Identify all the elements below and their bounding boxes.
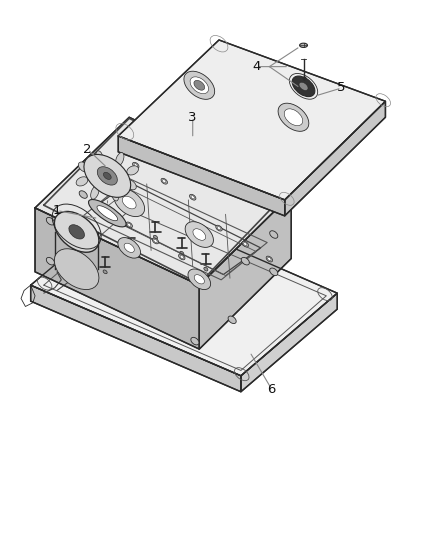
Polygon shape xyxy=(31,203,337,376)
Ellipse shape xyxy=(133,163,139,168)
Ellipse shape xyxy=(266,256,272,262)
Ellipse shape xyxy=(97,167,117,185)
Ellipse shape xyxy=(127,166,138,175)
Ellipse shape xyxy=(194,80,205,90)
Text: 4: 4 xyxy=(252,60,261,73)
Ellipse shape xyxy=(127,223,131,227)
Ellipse shape xyxy=(241,257,249,265)
Ellipse shape xyxy=(299,82,308,91)
Ellipse shape xyxy=(242,241,248,247)
Ellipse shape xyxy=(91,185,99,199)
Ellipse shape xyxy=(193,229,206,240)
Polygon shape xyxy=(241,293,337,392)
Ellipse shape xyxy=(180,251,184,255)
Ellipse shape xyxy=(116,152,124,166)
Ellipse shape xyxy=(114,189,145,216)
Text: 3: 3 xyxy=(188,111,197,124)
Ellipse shape xyxy=(88,199,126,227)
Ellipse shape xyxy=(161,179,167,184)
Polygon shape xyxy=(118,136,285,216)
Ellipse shape xyxy=(180,255,184,259)
Ellipse shape xyxy=(191,337,199,345)
Polygon shape xyxy=(35,208,199,349)
Ellipse shape xyxy=(118,238,141,258)
Polygon shape xyxy=(31,285,241,392)
Ellipse shape xyxy=(228,316,236,324)
Text: 2: 2 xyxy=(83,143,92,156)
Ellipse shape xyxy=(126,222,132,228)
Ellipse shape xyxy=(46,257,54,265)
Ellipse shape xyxy=(153,235,158,239)
Ellipse shape xyxy=(46,217,54,225)
Ellipse shape xyxy=(54,249,99,289)
Ellipse shape xyxy=(204,267,208,271)
Ellipse shape xyxy=(124,243,134,253)
Ellipse shape xyxy=(129,251,134,255)
Ellipse shape xyxy=(154,239,157,243)
Ellipse shape xyxy=(270,231,278,238)
Ellipse shape xyxy=(152,238,159,244)
Ellipse shape xyxy=(292,76,315,96)
Ellipse shape xyxy=(194,274,205,284)
Polygon shape xyxy=(199,195,291,349)
Ellipse shape xyxy=(278,103,309,131)
Ellipse shape xyxy=(76,177,88,186)
Ellipse shape xyxy=(185,222,213,247)
Ellipse shape xyxy=(188,269,211,289)
Ellipse shape xyxy=(300,43,307,47)
Ellipse shape xyxy=(268,257,271,261)
Ellipse shape xyxy=(79,191,87,198)
Ellipse shape xyxy=(78,162,89,172)
Ellipse shape xyxy=(216,225,222,231)
Polygon shape xyxy=(35,117,291,285)
Ellipse shape xyxy=(96,151,103,165)
Ellipse shape xyxy=(284,109,303,126)
Ellipse shape xyxy=(69,225,85,239)
Ellipse shape xyxy=(125,180,136,190)
Text: 6: 6 xyxy=(267,383,276,395)
Ellipse shape xyxy=(111,187,119,201)
Ellipse shape xyxy=(103,270,107,274)
Ellipse shape xyxy=(217,227,221,230)
Polygon shape xyxy=(118,40,385,200)
Ellipse shape xyxy=(103,172,111,180)
Ellipse shape xyxy=(190,195,196,200)
Ellipse shape xyxy=(270,268,278,276)
Text: 5: 5 xyxy=(337,82,346,94)
Ellipse shape xyxy=(179,254,185,260)
Ellipse shape xyxy=(244,243,247,246)
Text: 1: 1 xyxy=(53,204,61,217)
Ellipse shape xyxy=(190,77,208,94)
Ellipse shape xyxy=(84,155,131,197)
Ellipse shape xyxy=(191,196,194,199)
Ellipse shape xyxy=(97,206,118,221)
Ellipse shape xyxy=(162,180,166,183)
Ellipse shape xyxy=(184,71,215,99)
Ellipse shape xyxy=(54,212,99,252)
Ellipse shape xyxy=(134,164,138,167)
Ellipse shape xyxy=(122,196,136,209)
Polygon shape xyxy=(285,101,385,216)
